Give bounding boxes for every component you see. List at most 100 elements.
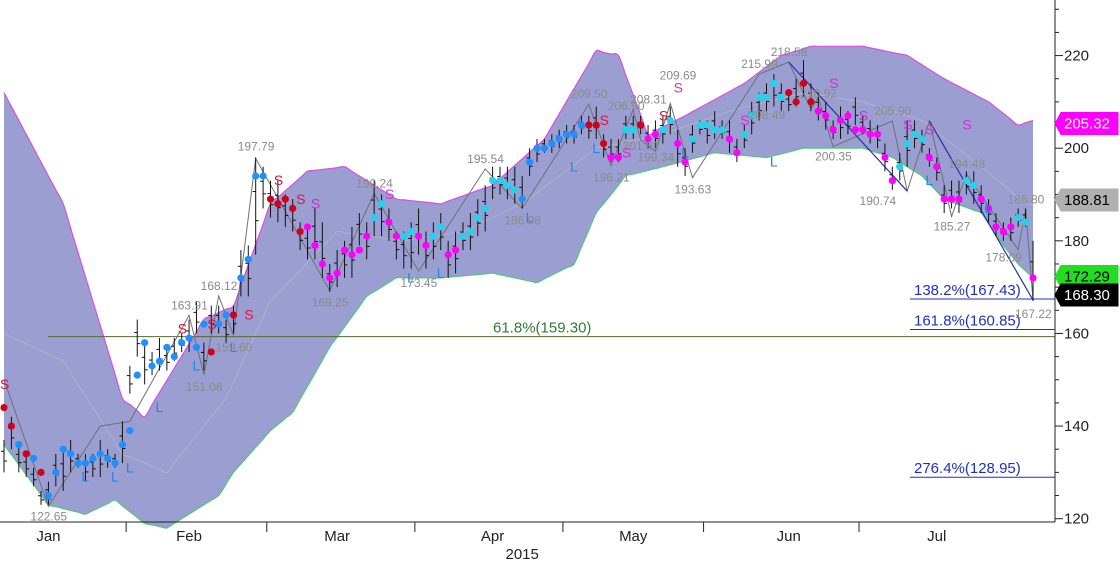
price-tag: 188.81 [1054, 188, 1119, 212]
signal-dot [688, 135, 697, 143]
swing-value-label: 169.25 [312, 296, 349, 310]
signal-letter: S [622, 144, 631, 160]
signal-dot [163, 343, 171, 351]
signal-dot [496, 177, 504, 185]
signal-dot [548, 139, 556, 148]
signal-letter: L [192, 357, 200, 373]
swing-value-label: 196.21 [593, 171, 630, 185]
signal-letter: L [681, 144, 689, 160]
signal-dot [148, 362, 156, 370]
bollinger-band [3, 45, 1034, 529]
signal-letter: L [570, 158, 578, 174]
signal-dot [703, 121, 711, 129]
signal-dot [252, 172, 260, 180]
signal-dot [141, 339, 149, 347]
signal-dot [585, 121, 593, 129]
signal-letter: L [437, 265, 445, 281]
middle-band-line [3, 92, 1034, 474]
lower-band-line [3, 147, 1034, 529]
signal-dot [155, 357, 164, 365]
signal-letter: S [207, 316, 216, 332]
signal-dot [170, 352, 178, 361]
swing-value-label: 122.65 [30, 509, 67, 523]
signal-letter: L [155, 399, 163, 415]
signal-dot [762, 93, 771, 101]
signal-dot [555, 135, 563, 143]
signal-letter: S [659, 107, 668, 123]
signal-dot [37, 468, 45, 476]
signal-dot [836, 116, 845, 125]
swing-value-label: 199.34 [637, 150, 674, 164]
signal-dot [192, 343, 201, 351]
signal-dot [792, 98, 800, 106]
signal-letter: S [925, 121, 934, 137]
signal-letter: L [229, 339, 237, 355]
signal-dot [237, 274, 245, 282]
signal-dot [185, 334, 193, 342]
y-tick-label: 120 [1064, 511, 1089, 528]
signal-dot [118, 440, 127, 449]
signal-dots [0, 79, 1037, 500]
signal-dot [74, 459, 82, 467]
signal-dot [970, 181, 978, 189]
signal-dot [466, 227, 474, 236]
signal-dot [385, 218, 393, 226]
signal-dot [503, 181, 511, 189]
signal-dot [104, 454, 112, 463]
swing-value-label: 215.99 [741, 57, 778, 71]
signal-dot [207, 348, 215, 356]
price-tag-box [1054, 188, 1119, 212]
signal-dot [637, 121, 645, 129]
signal-letter: S [674, 80, 683, 96]
signal-dot [940, 195, 948, 203]
signal-dot [429, 232, 437, 240]
swing-value-label: 186.80 [1008, 192, 1045, 206]
signal-dot [518, 195, 526, 203]
swing-value-label: 178.09 [985, 251, 1022, 265]
signal-dot [392, 232, 400, 240]
x-tick-label: May [619, 528, 648, 545]
signal-letter: S [296, 191, 305, 207]
signal-dot [407, 227, 415, 236]
signal-dot [318, 260, 326, 268]
signal-dot [30, 454, 38, 463]
swing-value-label: 173.45 [401, 276, 438, 290]
signal-letter: L [985, 200, 993, 216]
signal-dot [400, 232, 408, 240]
signal-dot [984, 204, 993, 213]
signal-dot [22, 450, 30, 458]
signal-letter: L [81, 469, 89, 485]
price-tag-label: 172.29 [1064, 269, 1110, 286]
price-tag-box [1054, 283, 1119, 307]
signal-dot [881, 153, 889, 162]
signal-letter: S [244, 307, 253, 323]
swing-value-label: 151.08 [186, 380, 223, 394]
signal-dot [488, 177, 497, 185]
signal-dot [303, 223, 312, 231]
swing-value-label: 210.92 [800, 87, 837, 101]
swing-value-label: 193.63 [674, 183, 711, 197]
signal-dot [851, 126, 859, 134]
signal-dot [896, 163, 904, 171]
fibonacci-levels: 61.8%(159.30) 138.2%(167.43) 161.8%(160.85… [48, 282, 1055, 478]
signal-dot [711, 126, 719, 134]
signal-dot [481, 204, 489, 213]
signal-dot [822, 112, 830, 120]
signal-dot [614, 153, 623, 162]
signal-dot [918, 135, 926, 143]
x-tick-label: Jun [777, 528, 801, 545]
signal-dot [563, 130, 571, 138]
signal-dot [474, 214, 482, 222]
swing-annotations: 122.65 163.91 151.08 168.12 159.60 197.79 169.… [30, 45, 1052, 523]
swing-value-label: 167.22 [1015, 307, 1052, 321]
price-tag-label: 168.30 [1064, 287, 1110, 304]
x-tick-label: Jan [36, 528, 60, 545]
signal-dot [666, 116, 674, 125]
signal-dot [888, 177, 896, 185]
x-tick-label: Feb [176, 528, 202, 545]
signal-dot [777, 93, 785, 101]
signal-dot [244, 255, 252, 263]
signal-dot [681, 158, 689, 166]
